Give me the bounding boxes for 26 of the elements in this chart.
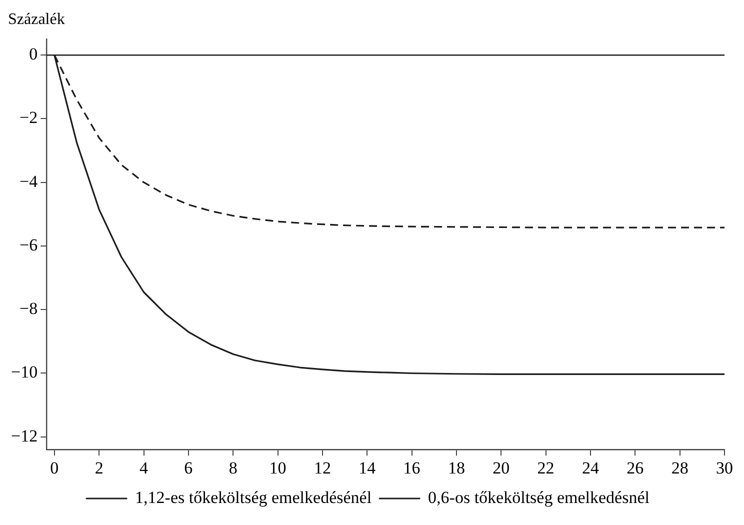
x-tick-label: 28 — [671, 458, 688, 478]
y-axis-title: Százalék — [8, 10, 65, 28]
x-tick-label: 22 — [537, 458, 554, 478]
x-tick-label: 16 — [403, 458, 420, 478]
y-tick-label: −2 — [19, 108, 38, 128]
legend-label: 1,12-es tőkeköltség emelkedésénél — [135, 488, 372, 507]
y-tick-label: −10 — [10, 362, 38, 382]
x-tick-label: 8 — [228, 458, 238, 478]
y-tick-label: 0 — [29, 44, 38, 64]
x-tick-label: 6 — [184, 458, 193, 478]
x-tick-label: 24 — [582, 458, 600, 478]
x-tick-label: 2 — [94, 458, 104, 478]
x-tick-label: 30 — [716, 458, 733, 478]
x-tick-label: 10 — [269, 458, 286, 478]
x-tick-label: 20 — [492, 458, 510, 478]
x-tick-label: 0 — [50, 458, 59, 478]
x-tick-label: 4 — [140, 458, 148, 478]
y-tick-label: −8 — [19, 299, 38, 318]
y-tick-label: −6 — [19, 235, 38, 254]
x-tick-label: 14 — [358, 458, 376, 478]
legend-label: 0,6-os tőkeköltség emelkedésnél — [428, 488, 650, 507]
x-tick-label: 12 — [314, 458, 331, 478]
x-tick-label: 18 — [448, 458, 465, 478]
x-tick-label: 26 — [626, 458, 644, 478]
y-tick-label: −4 — [19, 172, 38, 191]
y-tick-label: −12 — [10, 426, 38, 446]
